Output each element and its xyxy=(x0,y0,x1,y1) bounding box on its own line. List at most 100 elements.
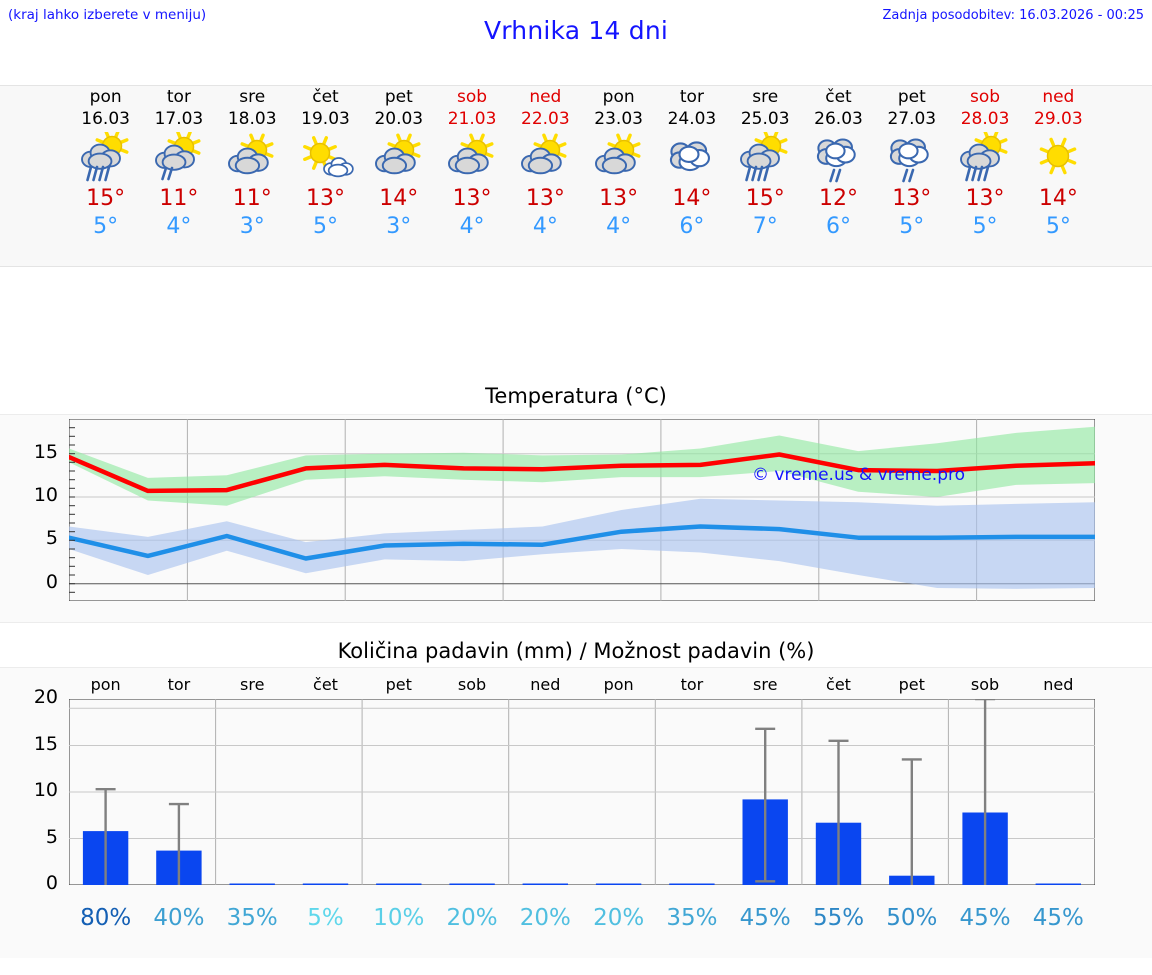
precipitation-day-label: tor xyxy=(167,675,191,694)
day-max-temp: 15° xyxy=(745,186,785,211)
page-title: Vrhnika 14 dni xyxy=(483,16,669,45)
precipitation-day-label: sob xyxy=(970,675,1000,694)
precipitation-day-label: ned xyxy=(1043,675,1074,694)
precipitation-probability: 20% xyxy=(446,905,498,931)
day-name: pet xyxy=(384,87,413,107)
day-date: 28.03 xyxy=(960,109,1010,129)
day-min-temp: 5° xyxy=(899,214,925,239)
day-date: 20.03 xyxy=(374,109,424,129)
day-max-temp: 14° xyxy=(1038,186,1078,211)
y-axis-tick-label: 0 xyxy=(45,872,58,894)
day-name: sre xyxy=(752,87,779,107)
day-min-temp: 5° xyxy=(1045,214,1071,239)
day-min-temp: 3° xyxy=(386,214,412,239)
y-axis-tick-label: 10 xyxy=(33,779,58,801)
day-date: 29.03 xyxy=(1034,109,1083,129)
day-column[interactable]: pon 23.03 13° 4° xyxy=(580,86,658,240)
precipitation-probability: 45% xyxy=(959,905,1011,931)
precipitation-chart-title: Količina padavin (mm) / Možnost padavin … xyxy=(0,637,1152,667)
y-axis-tick-label: 0 xyxy=(45,570,58,593)
day-column[interactable]: pet 27.03 13° 5° xyxy=(873,86,951,240)
day-max-temp: 15° xyxy=(86,186,126,211)
day-min-temp: 6° xyxy=(679,214,705,239)
day-min-temp: 5° xyxy=(313,214,338,239)
day-date: 26.03 xyxy=(814,109,863,129)
day-column[interactable]: sre 18.03 11° 3° xyxy=(213,86,291,240)
precipitation-day-label: pon xyxy=(90,675,121,694)
precipitation-day-label: sre xyxy=(753,675,778,694)
cloud-rain-light-icon xyxy=(800,132,878,184)
day-column[interactable]: čet 26.03 12° 6° xyxy=(800,86,878,240)
sun-cloud-icon xyxy=(580,132,658,184)
y-axis-tick-label: 5 xyxy=(45,825,58,848)
day-min-temp: 3° xyxy=(239,214,265,239)
precipitation-day-label: sob xyxy=(457,675,487,694)
day-max-temp: 11° xyxy=(232,186,272,211)
day-column[interactable]: čet 19.03 13° 5° xyxy=(287,86,365,240)
day-date: 17.03 xyxy=(154,109,204,129)
day-column[interactable]: sob 21.03 13° 4° xyxy=(433,86,511,240)
sun-cloud-icon xyxy=(433,132,511,184)
day-name: ned xyxy=(529,87,562,107)
day-max-temp: 13° xyxy=(452,186,492,211)
day-column[interactable]: tor 17.03 11° 4° xyxy=(140,86,218,240)
precipitation-probability: 80% xyxy=(80,905,132,931)
precipitation-probability: 35% xyxy=(666,905,718,931)
day-column[interactable]: pon 16.03 15° 5° xyxy=(67,86,145,240)
day-column[interactable]: sre 25.03 15° 7° xyxy=(726,86,804,240)
y-axis-tick-label: 10 xyxy=(33,484,58,506)
day-name: sre xyxy=(239,87,266,107)
precipitation-probability: 45% xyxy=(739,905,791,931)
watermark: © vreme.us & vreme.pro xyxy=(752,465,966,485)
sun-cloud-icon xyxy=(506,132,584,184)
temperature-chart-section: Temperatura (°C) 0 5 10 15 xyxy=(0,381,1152,623)
day-name: čet xyxy=(825,87,852,107)
temperature-chart-title: Temperatura (°C) xyxy=(0,381,1152,413)
precipitation-day-label: ned xyxy=(530,675,561,694)
day-column[interactable]: tor 24.03 14° 6° xyxy=(653,86,731,240)
day-name: ned xyxy=(1042,87,1075,107)
sun-small-cloud-icon xyxy=(287,132,365,184)
top-bar: (kraj lahko izberete v meniju) Vrhnika 1… xyxy=(0,0,1152,60)
day-column[interactable]: ned 22.03 13° 4° xyxy=(506,86,584,240)
day-column[interactable]: ned 29.03 14° 5° xyxy=(1019,86,1097,240)
day-name: tor xyxy=(166,87,191,107)
precipitation-probability: 55% xyxy=(812,905,865,931)
sun-cloud-icon xyxy=(360,132,438,184)
sun-cloud-rain-heavy-icon xyxy=(726,132,804,184)
day-column[interactable]: sob 28.03 13° 5° xyxy=(946,86,1024,240)
cloudy-icon xyxy=(653,132,731,184)
menu-hint: (kraj lahko izberete v meniju) xyxy=(8,7,207,23)
sun-cloud-rain-heavy-icon xyxy=(67,132,145,184)
day-date: 27.03 xyxy=(887,109,937,129)
day-date: 21.03 xyxy=(447,109,497,129)
precipitation-probability: 40% xyxy=(153,905,205,931)
day-date: 22.03 xyxy=(521,109,570,129)
day-min-temp: 4° xyxy=(166,214,192,239)
precipitation-plot xyxy=(69,699,1095,885)
day-max-temp: 14° xyxy=(672,186,712,211)
precipitation-chart-section: Količina padavin (mm) / Možnost padavin … xyxy=(0,637,1152,975)
day-name: sob xyxy=(970,87,1001,107)
day-name: čet xyxy=(312,87,339,107)
sun-cloud-rain-heavy-icon xyxy=(946,132,1024,184)
day-min-temp: 4° xyxy=(459,214,485,239)
sun-cloud-icon xyxy=(213,132,291,184)
y-axis-tick-label: 5 xyxy=(45,527,58,550)
day-date: 25.03 xyxy=(740,109,790,129)
day-max-temp: 13° xyxy=(599,186,639,211)
precipitation-probability: 5% xyxy=(307,905,344,931)
day-name: pon xyxy=(602,87,635,107)
day-max-temp: 14° xyxy=(379,186,419,211)
precipitation-day-label: pet xyxy=(385,675,412,694)
day-min-temp: 5° xyxy=(972,214,998,239)
day-max-temp: 13° xyxy=(525,186,565,211)
sunny-icon xyxy=(1019,132,1097,184)
precipitation-probability: 35% xyxy=(226,905,278,931)
day-max-temp: 13° xyxy=(892,186,932,211)
sun-cloud-rain-light-icon xyxy=(140,132,218,184)
day-column[interactable]: pet 20.03 14° 3° xyxy=(360,86,438,240)
day-min-temp: 4° xyxy=(606,214,632,239)
day-date: 16.03 xyxy=(81,109,130,129)
day-min-temp: 7° xyxy=(752,214,778,239)
